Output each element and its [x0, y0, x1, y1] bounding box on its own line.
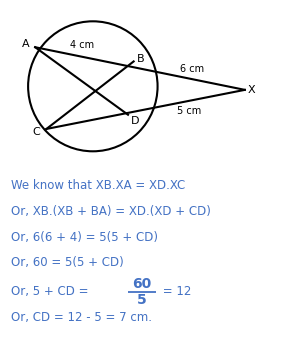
Text: We know that XB.XA = XD.XC: We know that XB.XA = XD.XC: [11, 179, 185, 192]
Text: D: D: [131, 116, 139, 126]
Text: 5 cm: 5 cm: [177, 106, 201, 116]
Text: 5: 5: [137, 292, 147, 306]
Text: B: B: [137, 53, 144, 64]
Text: C: C: [33, 127, 40, 137]
Text: 4 cm: 4 cm: [69, 40, 94, 51]
Text: Or, CD = 12 - 5 = 7 cm.: Or, CD = 12 - 5 = 7 cm.: [11, 311, 152, 324]
Text: A: A: [22, 39, 29, 49]
Text: Or, XB.(XB + BA) = XD.(XD + CD): Or, XB.(XB + BA) = XD.(XD + CD): [11, 205, 211, 218]
Text: Or, 6(6 + 4) = 5(5 + CD): Or, 6(6 + 4) = 5(5 + CD): [11, 231, 158, 244]
Text: Or, 60 = 5(5 + CD): Or, 60 = 5(5 + CD): [11, 256, 124, 269]
Text: = 12: = 12: [159, 285, 191, 298]
Text: 60: 60: [133, 277, 152, 291]
Text: Or, 5 + CD =: Or, 5 + CD =: [11, 285, 92, 298]
Text: 6 cm: 6 cm: [180, 64, 204, 74]
Text: X: X: [248, 85, 256, 95]
